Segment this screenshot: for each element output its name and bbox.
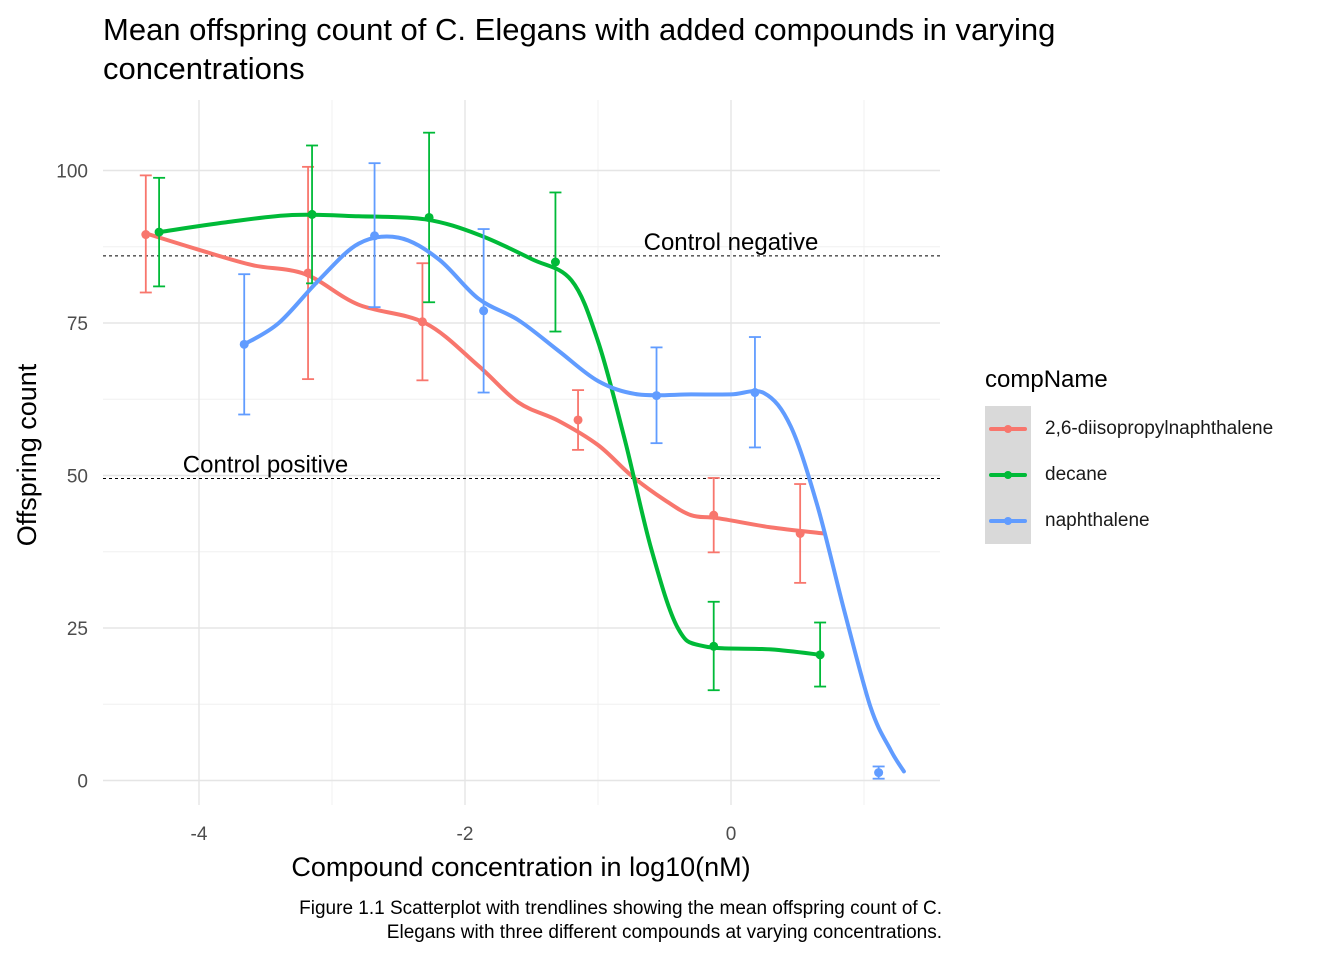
data-point xyxy=(303,268,313,278)
data-point xyxy=(550,257,560,267)
y-tick-label: 25 xyxy=(67,619,88,640)
trend-line xyxy=(242,234,906,774)
data-point xyxy=(424,212,434,222)
series-layer xyxy=(139,131,906,780)
series-naphthalene xyxy=(238,162,906,780)
data-point xyxy=(154,227,164,237)
y-tick-label: 50 xyxy=(67,467,88,488)
data-point xyxy=(141,230,151,240)
legend-label: naphthalene xyxy=(1045,510,1150,531)
legend: compName 2,6-diisopropylnaphthalene decan… xyxy=(985,366,1273,544)
trend-line xyxy=(157,212,823,657)
legend-items: 2,6-diisopropylnaphthalene decane naphthal… xyxy=(985,406,1273,544)
legend-dot xyxy=(1004,517,1012,525)
chart-title: Mean offspring count of C. Elegans with … xyxy=(103,12,1056,86)
x-axis-label: Compound concentration in log10(nM) xyxy=(291,852,750,882)
legend-dot xyxy=(1004,425,1012,433)
data-point xyxy=(795,528,805,538)
legend-key xyxy=(985,406,1031,452)
reference-lines: Control negative Control positive xyxy=(103,229,940,480)
legend-item: decane xyxy=(985,452,1273,498)
x-tick-labels: -4 -2 0 xyxy=(191,824,737,845)
data-point xyxy=(479,306,489,316)
y-tick-label: 75 xyxy=(67,314,88,335)
series-2-6-diisopropylnaphthalene xyxy=(139,165,827,584)
data-point xyxy=(750,388,760,398)
data-point xyxy=(815,650,825,660)
series-decane xyxy=(153,131,827,692)
data-point xyxy=(652,391,662,401)
data-point xyxy=(307,209,317,219)
x-tick-label: 0 xyxy=(726,824,737,845)
x-tick-label: -2 xyxy=(457,824,474,845)
legend-dot xyxy=(1004,471,1012,479)
legend-key xyxy=(985,498,1031,544)
data-point xyxy=(874,768,884,778)
y-tick-labels: 0 25 50 75 100 xyxy=(56,162,88,793)
legend-label: 2,6-diisopropylnaphthalene xyxy=(1045,418,1274,439)
trend-line xyxy=(143,231,827,536)
data-point xyxy=(417,317,427,327)
x-tick-label: -4 xyxy=(191,824,208,845)
legend-key xyxy=(985,452,1031,498)
legend-title: compName xyxy=(985,366,1108,393)
legend-item: naphthalene xyxy=(985,498,1273,544)
y-tick-label: 0 xyxy=(77,772,88,793)
data-point xyxy=(709,510,719,520)
data-point xyxy=(370,231,380,241)
legend-label: decane xyxy=(1045,464,1108,485)
reference-line-label: Control negative xyxy=(644,229,819,256)
data-point xyxy=(239,339,249,349)
caption-line-1: Figure 1.1 Scatterplot with trendlines s… xyxy=(299,898,942,919)
y-axis-label: Offspring count xyxy=(12,363,42,546)
caption-line-2: Elegans with three different compounds a… xyxy=(386,922,942,943)
figure-caption: Figure 1.1 Scatterplot with trendlines s… xyxy=(150,897,942,945)
data-point xyxy=(709,641,719,651)
y-tick-label: 100 xyxy=(56,162,88,183)
data-point xyxy=(573,415,583,425)
reference-line-label: Control positive xyxy=(183,452,348,479)
legend-item: 2,6-diisopropylnaphthalene xyxy=(985,406,1273,452)
